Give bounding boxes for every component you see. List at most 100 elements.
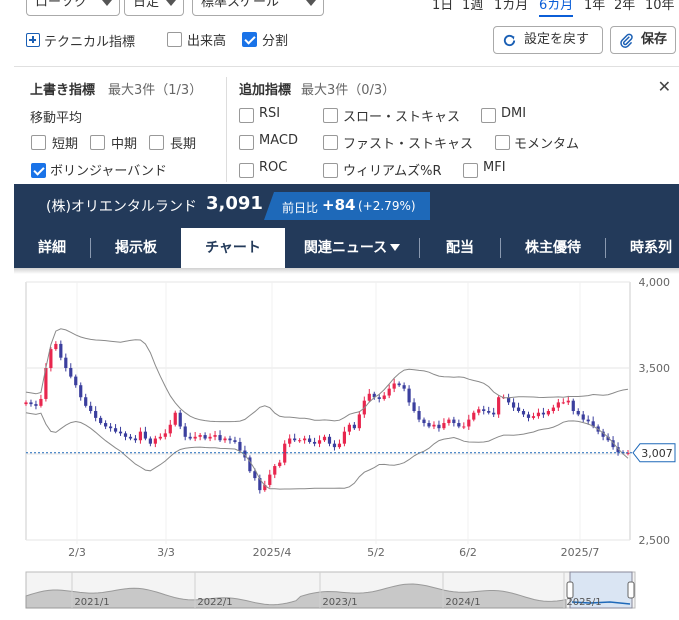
period-1y[interactable]: 1年 bbox=[584, 0, 606, 13]
last-price-tag bbox=[632, 443, 676, 463]
fast-stoch-checkbox[interactable] bbox=[323, 135, 338, 150]
candle-body bbox=[357, 414, 361, 429]
candle-body bbox=[402, 385, 406, 389]
candle-body bbox=[94, 411, 98, 418]
ma-mid-label: 中期 bbox=[111, 137, 138, 152]
candle-body bbox=[561, 402, 565, 404]
candle-body bbox=[516, 407, 521, 411]
dmi-checkbox[interactable] bbox=[481, 108, 496, 123]
navigator-year-label: 2023/1 bbox=[322, 597, 357, 608]
period-2y[interactable]: 2年 bbox=[614, 0, 636, 13]
candle-body bbox=[128, 436, 133, 439]
macd-checkbox[interactable] bbox=[239, 135, 254, 150]
mfi-checkbox[interactable] bbox=[463, 163, 478, 178]
added-title: 追加指標 bbox=[239, 83, 292, 98]
period-10y[interactable]: 10年 bbox=[645, 0, 675, 13]
candle-body bbox=[34, 404, 38, 406]
candle-body bbox=[412, 402, 416, 411]
candle-body bbox=[352, 424, 356, 429]
candle-body bbox=[462, 426, 466, 428]
candle-body bbox=[298, 440, 302, 442]
close-icon[interactable]: ✕ bbox=[657, 77, 671, 96]
candle-body bbox=[551, 407, 555, 411]
reset-settings-button[interactable]: 設定を戻す bbox=[493, 26, 603, 54]
macd-label: MACD bbox=[259, 133, 298, 148]
candle-body bbox=[228, 438, 232, 441]
candle-body bbox=[531, 416, 536, 418]
candle-body bbox=[367, 393, 371, 401]
panel-divider bbox=[226, 77, 227, 182]
mfi-label: MFI bbox=[483, 160, 506, 175]
tab-yutai[interactable]: 株主優待 bbox=[525, 240, 581, 256]
williams-checkbox[interactable] bbox=[323, 163, 338, 178]
candle-body bbox=[616, 447, 620, 453]
tab-board[interactable]: 掲示板 bbox=[115, 240, 157, 256]
candle-body bbox=[372, 393, 376, 398]
split-checkbox[interactable] bbox=[242, 32, 257, 47]
caret-down-icon bbox=[390, 244, 401, 251]
candle-body bbox=[133, 438, 138, 441]
candle-body bbox=[163, 433, 167, 437]
candle-body bbox=[178, 412, 182, 427]
period-1w[interactable]: 1週 bbox=[462, 0, 484, 13]
option-row: テクニカル指標 出来高 分割 設定を戻す 保存 bbox=[0, 24, 679, 58]
price-change-badge: 前日比 +84 (+2.79%) bbox=[264, 192, 430, 220]
candle-body bbox=[243, 450, 247, 458]
candle-body bbox=[322, 436, 327, 441]
momentum-checkbox[interactable] bbox=[495, 135, 510, 150]
period-1m[interactable]: 1カ月 bbox=[494, 0, 529, 13]
tab-detail[interactable]: 詳細 bbox=[38, 240, 66, 256]
candle-body bbox=[218, 435, 222, 441]
technical-indicator-toggle[interactable]: テクニカル指標 bbox=[44, 35, 136, 50]
price-chart[interactable]: 4,0003,5003,0002,5002/33/32025/45/26/220… bbox=[0, 270, 679, 620]
rsi-label: RSI bbox=[259, 106, 281, 121]
rsi-checkbox[interactable] bbox=[239, 108, 254, 123]
save-button[interactable]: 保存 bbox=[610, 26, 676, 54]
candle-body bbox=[49, 349, 53, 368]
navigator-year-label: 2022/1 bbox=[197, 597, 232, 608]
period-6m[interactable]: 6カ月 bbox=[539, 0, 574, 17]
candle-body bbox=[183, 426, 187, 437]
x-tick-label: 2/3 bbox=[68, 546, 86, 559]
tab-timeseries[interactable]: 時系列 bbox=[630, 240, 672, 256]
ma-short-checkbox[interactable] bbox=[31, 135, 46, 150]
candle-body bbox=[99, 417, 103, 424]
candle-body bbox=[606, 436, 610, 441]
candle-body bbox=[69, 368, 73, 377]
plus-square-icon[interactable] bbox=[26, 33, 40, 47]
candle-body bbox=[278, 462, 282, 467]
scale-select[interactable]: 標準スケール bbox=[192, 0, 324, 16]
candle-body bbox=[327, 436, 332, 444]
candle-body bbox=[392, 383, 396, 389]
header-shadow bbox=[14, 268, 679, 274]
candle-body bbox=[263, 484, 267, 491]
chart-type-select[interactable]: ローソク bbox=[26, 0, 120, 16]
bollinger-lower-band bbox=[25, 412, 629, 490]
x-tick-label: 2025/7 bbox=[561, 546, 600, 559]
tab-news[interactable]: 関連ニュース bbox=[285, 228, 419, 268]
ma-mid-checkbox[interactable] bbox=[90, 135, 105, 150]
volume-checkbox[interactable] bbox=[167, 32, 182, 47]
bollinger-upper-band bbox=[25, 328, 629, 423]
tab-chart[interactable]: チャート bbox=[181, 228, 285, 268]
candle-body bbox=[447, 419, 451, 424]
candle-body bbox=[526, 414, 531, 418]
candle-body bbox=[238, 441, 242, 451]
slow-stoch-checkbox[interactable] bbox=[323, 108, 338, 123]
stock-tabs: 詳細 掲示板 チャート 関連ニュース 配当 株主優待 時系列 bbox=[14, 228, 679, 268]
tab-dividend[interactable]: 配当 bbox=[446, 240, 474, 256]
bollinger-checkbox[interactable] bbox=[31, 163, 46, 178]
period-1d[interactable]: 1日 bbox=[432, 0, 454, 13]
ma-long-checkbox[interactable] bbox=[149, 135, 164, 150]
moving-average-label: 移動平均 bbox=[30, 111, 83, 126]
ma-short-label: 短期 bbox=[52, 137, 79, 152]
candle-body bbox=[24, 402, 28, 405]
candle-body bbox=[571, 400, 575, 411]
x-tick-label: 3/3 bbox=[157, 546, 175, 559]
ma-long-label: 長期 bbox=[170, 137, 197, 152]
candle-body bbox=[108, 426, 113, 429]
interval-select[interactable]: 日足 bbox=[124, 0, 184, 16]
candle-body bbox=[84, 397, 88, 406]
candle-body bbox=[576, 411, 580, 415]
roc-checkbox[interactable] bbox=[239, 163, 254, 178]
